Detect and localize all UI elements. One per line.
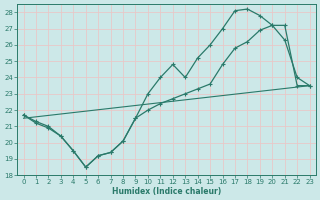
X-axis label: Humidex (Indice chaleur): Humidex (Indice chaleur) (112, 187, 221, 196)
